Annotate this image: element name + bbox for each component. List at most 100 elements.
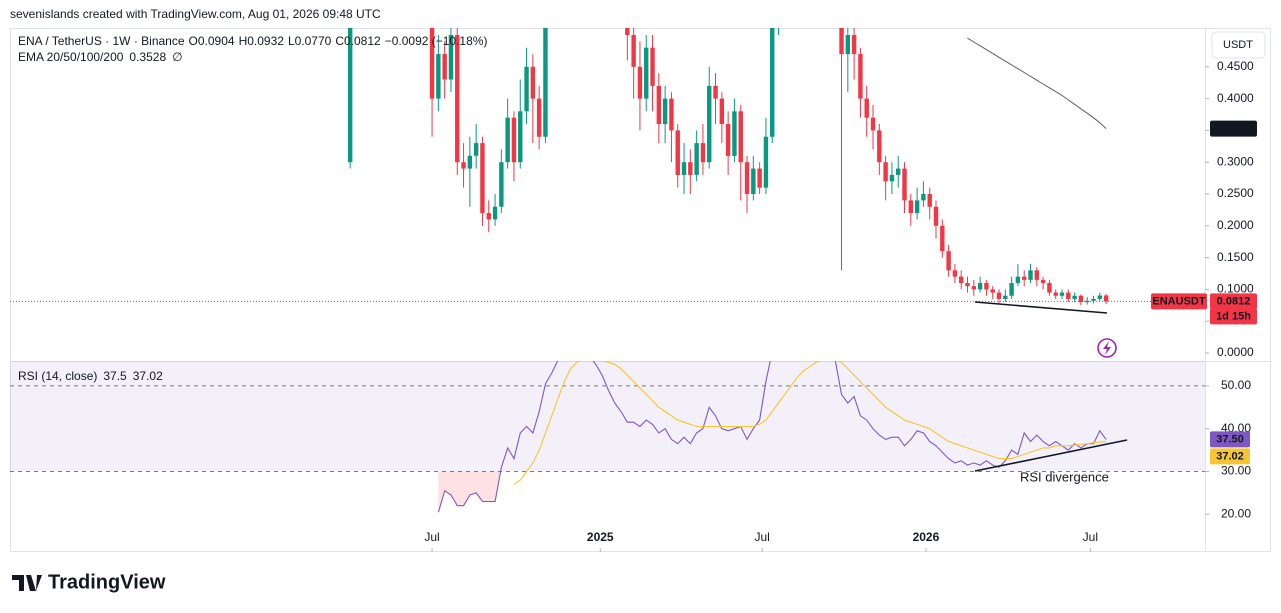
candle-body bbox=[347, 28, 353, 163]
rsi-trendline bbox=[974, 439, 1128, 472]
x-tick-label: 2026 bbox=[913, 530, 940, 544]
candle-body bbox=[965, 283, 970, 287]
candle-body bbox=[864, 98, 869, 118]
candle-body bbox=[858, 54, 863, 99]
candle-body bbox=[845, 34, 851, 55]
candle-body bbox=[908, 200, 914, 214]
y-tick-label: 0.4500 bbox=[1217, 59, 1254, 73]
candle-body bbox=[700, 143, 706, 163]
candle-body bbox=[1022, 276, 1027, 280]
legend-text: 37.5 bbox=[103, 369, 127, 383]
candle-body bbox=[851, 34, 857, 55]
rsi-tick-label: 20.00 bbox=[1221, 506, 1251, 520]
candle-body bbox=[1072, 295, 1077, 299]
y-tick-label: 0.3000 bbox=[1217, 154, 1254, 168]
logo: TradingView bbox=[12, 571, 166, 593]
candle-body bbox=[1034, 270, 1040, 280]
candle-body bbox=[625, 28, 630, 35]
logo-text: TradingView bbox=[48, 571, 166, 593]
candle-body bbox=[914, 200, 920, 214]
candle-body bbox=[499, 162, 504, 207]
candle-body bbox=[473, 143, 479, 156]
ema-badge-bg bbox=[1210, 120, 1257, 137]
candle-body bbox=[946, 251, 951, 271]
rsi-pane bbox=[437, 361, 1107, 513]
candle-body bbox=[1053, 292, 1058, 296]
candle-body bbox=[757, 168, 762, 188]
candle-body bbox=[996, 292, 1002, 299]
candle-body bbox=[688, 162, 693, 175]
candle-body bbox=[984, 283, 989, 290]
attribution: sevenislands created with TradingView.co… bbox=[10, 7, 381, 21]
candle-body bbox=[694, 143, 699, 175]
candle-body bbox=[1091, 298, 1096, 301]
symbol-badge: ENAUSDT bbox=[1152, 295, 1205, 307]
candle-body bbox=[543, 28, 548, 137]
symbol-badge-bg bbox=[1151, 293, 1207, 310]
candle-body bbox=[839, 28, 844, 55]
candle-body bbox=[511, 117, 517, 163]
candle-body bbox=[732, 111, 737, 156]
y-tick-label: 0.2500 bbox=[1217, 186, 1254, 200]
x-tick-label: Jul bbox=[424, 530, 439, 544]
alert-icon-bolt[interactable] bbox=[1103, 341, 1111, 355]
candle-body bbox=[656, 85, 662, 125]
countdown-badge: 1d 15h bbox=[1216, 310, 1251, 322]
rsi-badge-bg bbox=[1210, 448, 1250, 465]
candle-body bbox=[725, 124, 731, 156]
candle-body bbox=[1040, 279, 1046, 284]
candle-body bbox=[480, 143, 485, 214]
legend-text: L0.0770 bbox=[288, 34, 332, 48]
y-tick-label: 0.4000 bbox=[1217, 91, 1254, 105]
candle-body bbox=[448, 34, 454, 80]
candle-body bbox=[492, 206, 498, 220]
candle-body bbox=[1103, 295, 1109, 302]
candle-body bbox=[1003, 295, 1008, 299]
candle-body bbox=[763, 136, 769, 188]
candle-body bbox=[505, 117, 510, 163]
rsi-line bbox=[513, 361, 1107, 485]
candle-body bbox=[883, 162, 888, 182]
candle-body bbox=[940, 225, 945, 252]
candle-body bbox=[486, 213, 491, 220]
candle-body bbox=[536, 98, 542, 137]
x-tick-label: Jul bbox=[1083, 530, 1098, 544]
candle-body bbox=[1097, 295, 1103, 299]
candle-body bbox=[530, 66, 536, 99]
candle-body bbox=[637, 66, 643, 99]
legend-text: RSI (14, close) bbox=[18, 369, 97, 383]
candle-body bbox=[896, 168, 901, 175]
candle-body bbox=[927, 194, 932, 207]
logo-icon bbox=[12, 575, 42, 591]
x-tick-label: Jul bbox=[754, 530, 769, 544]
candle-body bbox=[1059, 292, 1065, 296]
rsi-badge: 37.02 bbox=[1216, 450, 1244, 462]
currency-label[interactable]: USDT bbox=[1223, 39, 1253, 51]
candle-body bbox=[952, 270, 958, 277]
ema-badge: 0.3528 bbox=[1217, 123, 1251, 135]
candle-body bbox=[1028, 270, 1033, 280]
alert-icon-ring[interactable] bbox=[1097, 338, 1117, 358]
candle-body bbox=[870, 117, 876, 131]
candle-body bbox=[713, 85, 718, 99]
legend-text: C0.0812 bbox=[335, 34, 381, 48]
alert-icon[interactable] bbox=[1097, 338, 1117, 358]
candle-body bbox=[770, 28, 775, 137]
countdown-badge-bg bbox=[1210, 308, 1257, 325]
price-badge: 0.0812 bbox=[1217, 295, 1251, 307]
candle-body bbox=[877, 130, 882, 163]
price-badge-bg bbox=[1210, 293, 1257, 310]
currency-button[interactable] bbox=[1211, 31, 1266, 59]
candle-body bbox=[669, 98, 674, 131]
rsi-annotation: RSI divergence bbox=[1020, 469, 1109, 484]
rsi-band bbox=[10, 361, 1205, 472]
y-tick-label: 0.2000 bbox=[1217, 218, 1254, 232]
candle-body bbox=[1047, 283, 1052, 293]
candle-body bbox=[675, 130, 680, 175]
candle-body bbox=[707, 85, 712, 163]
candle-body bbox=[442, 54, 447, 80]
candle-body bbox=[1078, 295, 1084, 303]
x-tick-label: 2025 bbox=[587, 530, 614, 544]
